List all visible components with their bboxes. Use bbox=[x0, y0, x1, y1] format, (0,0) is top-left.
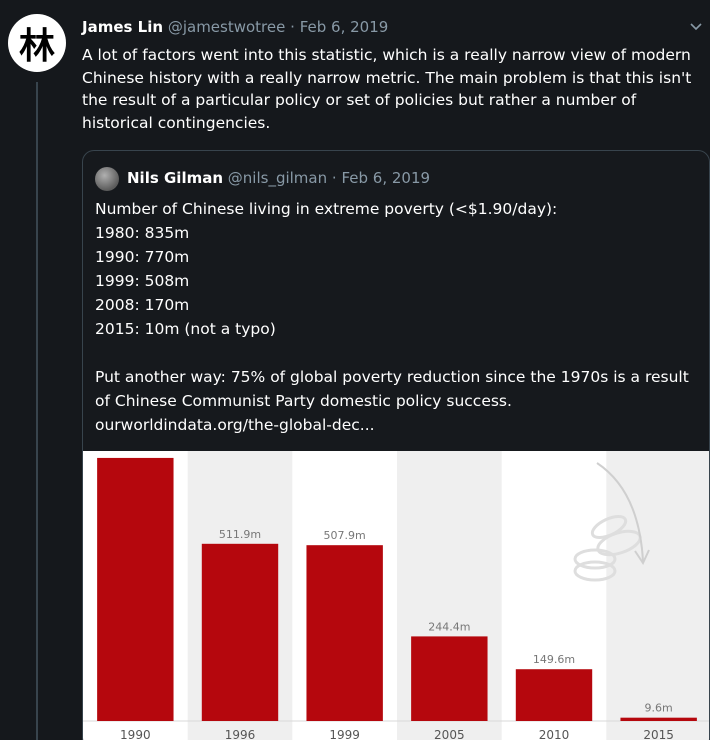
quoted-line: Number of Chinese living in extreme pove… bbox=[95, 200, 558, 218]
quoted-line: 1990: 770m bbox=[95, 248, 190, 266]
quoted-text: Number of Chinese living in extreme pove… bbox=[95, 197, 700, 437]
quoted-avatar bbox=[95, 167, 119, 191]
separator: · bbox=[290, 18, 295, 36]
bar-1996 bbox=[201, 543, 279, 721]
data-label-1996: 511.9m bbox=[219, 528, 261, 541]
bar-2005 bbox=[411, 636, 488, 721]
tweet-date[interactable]: Feb 6, 2019 bbox=[299, 18, 389, 36]
chart-image[interactable]: 511.9m 507.9m 244.4m 149.6m 9.6m 1990 1996 199… bbox=[83, 451, 709, 740]
quoted-paragraph: Put another way: 75% of global poverty r… bbox=[95, 368, 689, 410]
data-label-2010: 149.6m bbox=[533, 653, 575, 666]
x-tick-1990: 1990 bbox=[120, 728, 151, 740]
quoted-date: Feb 6, 2019 bbox=[341, 169, 431, 187]
bar-1999 bbox=[306, 545, 383, 721]
thread-line bbox=[36, 82, 38, 740]
quoted-author-name: Nils Gilman bbox=[127, 169, 224, 187]
x-tick-2015: 2015 bbox=[643, 728, 674, 740]
avatar-glyph: 林 bbox=[18, 25, 55, 67]
quoted-tweet[interactable]: Nils Gilman @nils_gilman · Feb 6, 2019 N… bbox=[82, 150, 710, 740]
poverty-bar-chart: 511.9m 507.9m 244.4m 149.6m 9.6m 1990 1996 199… bbox=[83, 451, 709, 740]
author-handle[interactable]: @jamestwotree bbox=[167, 18, 286, 36]
quoted-separator: · bbox=[331, 169, 337, 187]
tweet-text: A lot of factors went into this statisti… bbox=[82, 46, 692, 132]
chart-band bbox=[606, 451, 709, 740]
bar-2010 bbox=[515, 669, 593, 721]
quoted-header: Nils Gilman @nils_gilman · Feb 6, 2019 bbox=[127, 169, 430, 187]
quoted-line: 2015: 10m (not a typo) bbox=[95, 320, 276, 338]
quoted-line: 1999: 508m bbox=[95, 272, 190, 290]
avatar[interactable]: 林 bbox=[8, 14, 66, 72]
data-label-2005: 244.4m bbox=[428, 620, 470, 633]
data-label-1999: 507.9m bbox=[324, 529, 366, 542]
author-name[interactable]: James Lin bbox=[82, 18, 164, 36]
x-tick-2005: 2005 bbox=[434, 728, 465, 740]
data-label-2015: 9.6m bbox=[645, 702, 673, 715]
quoted-author-handle: @nils_gilman bbox=[227, 169, 328, 187]
blank-line bbox=[95, 341, 700, 365]
quoted-line: 1980: 835m bbox=[95, 224, 190, 242]
x-tick-2010: 2010 bbox=[539, 728, 570, 740]
tweet-header: James Lin @jamestwotree · Feb 6, 2019 bbox=[82, 18, 388, 36]
quoted-link[interactable]: ourworldindata.org/the-global-dec... bbox=[95, 416, 375, 434]
x-tick-1996: 1996 bbox=[225, 728, 256, 740]
down-arrow-icon bbox=[596, 462, 650, 566]
bar-2015 bbox=[620, 717, 697, 721]
quoted-line: 2008: 170m bbox=[95, 296, 190, 314]
bar-1990 bbox=[97, 457, 174, 721]
chevron-down-icon[interactable] bbox=[688, 18, 704, 34]
x-tick-1999: 1999 bbox=[329, 728, 360, 740]
